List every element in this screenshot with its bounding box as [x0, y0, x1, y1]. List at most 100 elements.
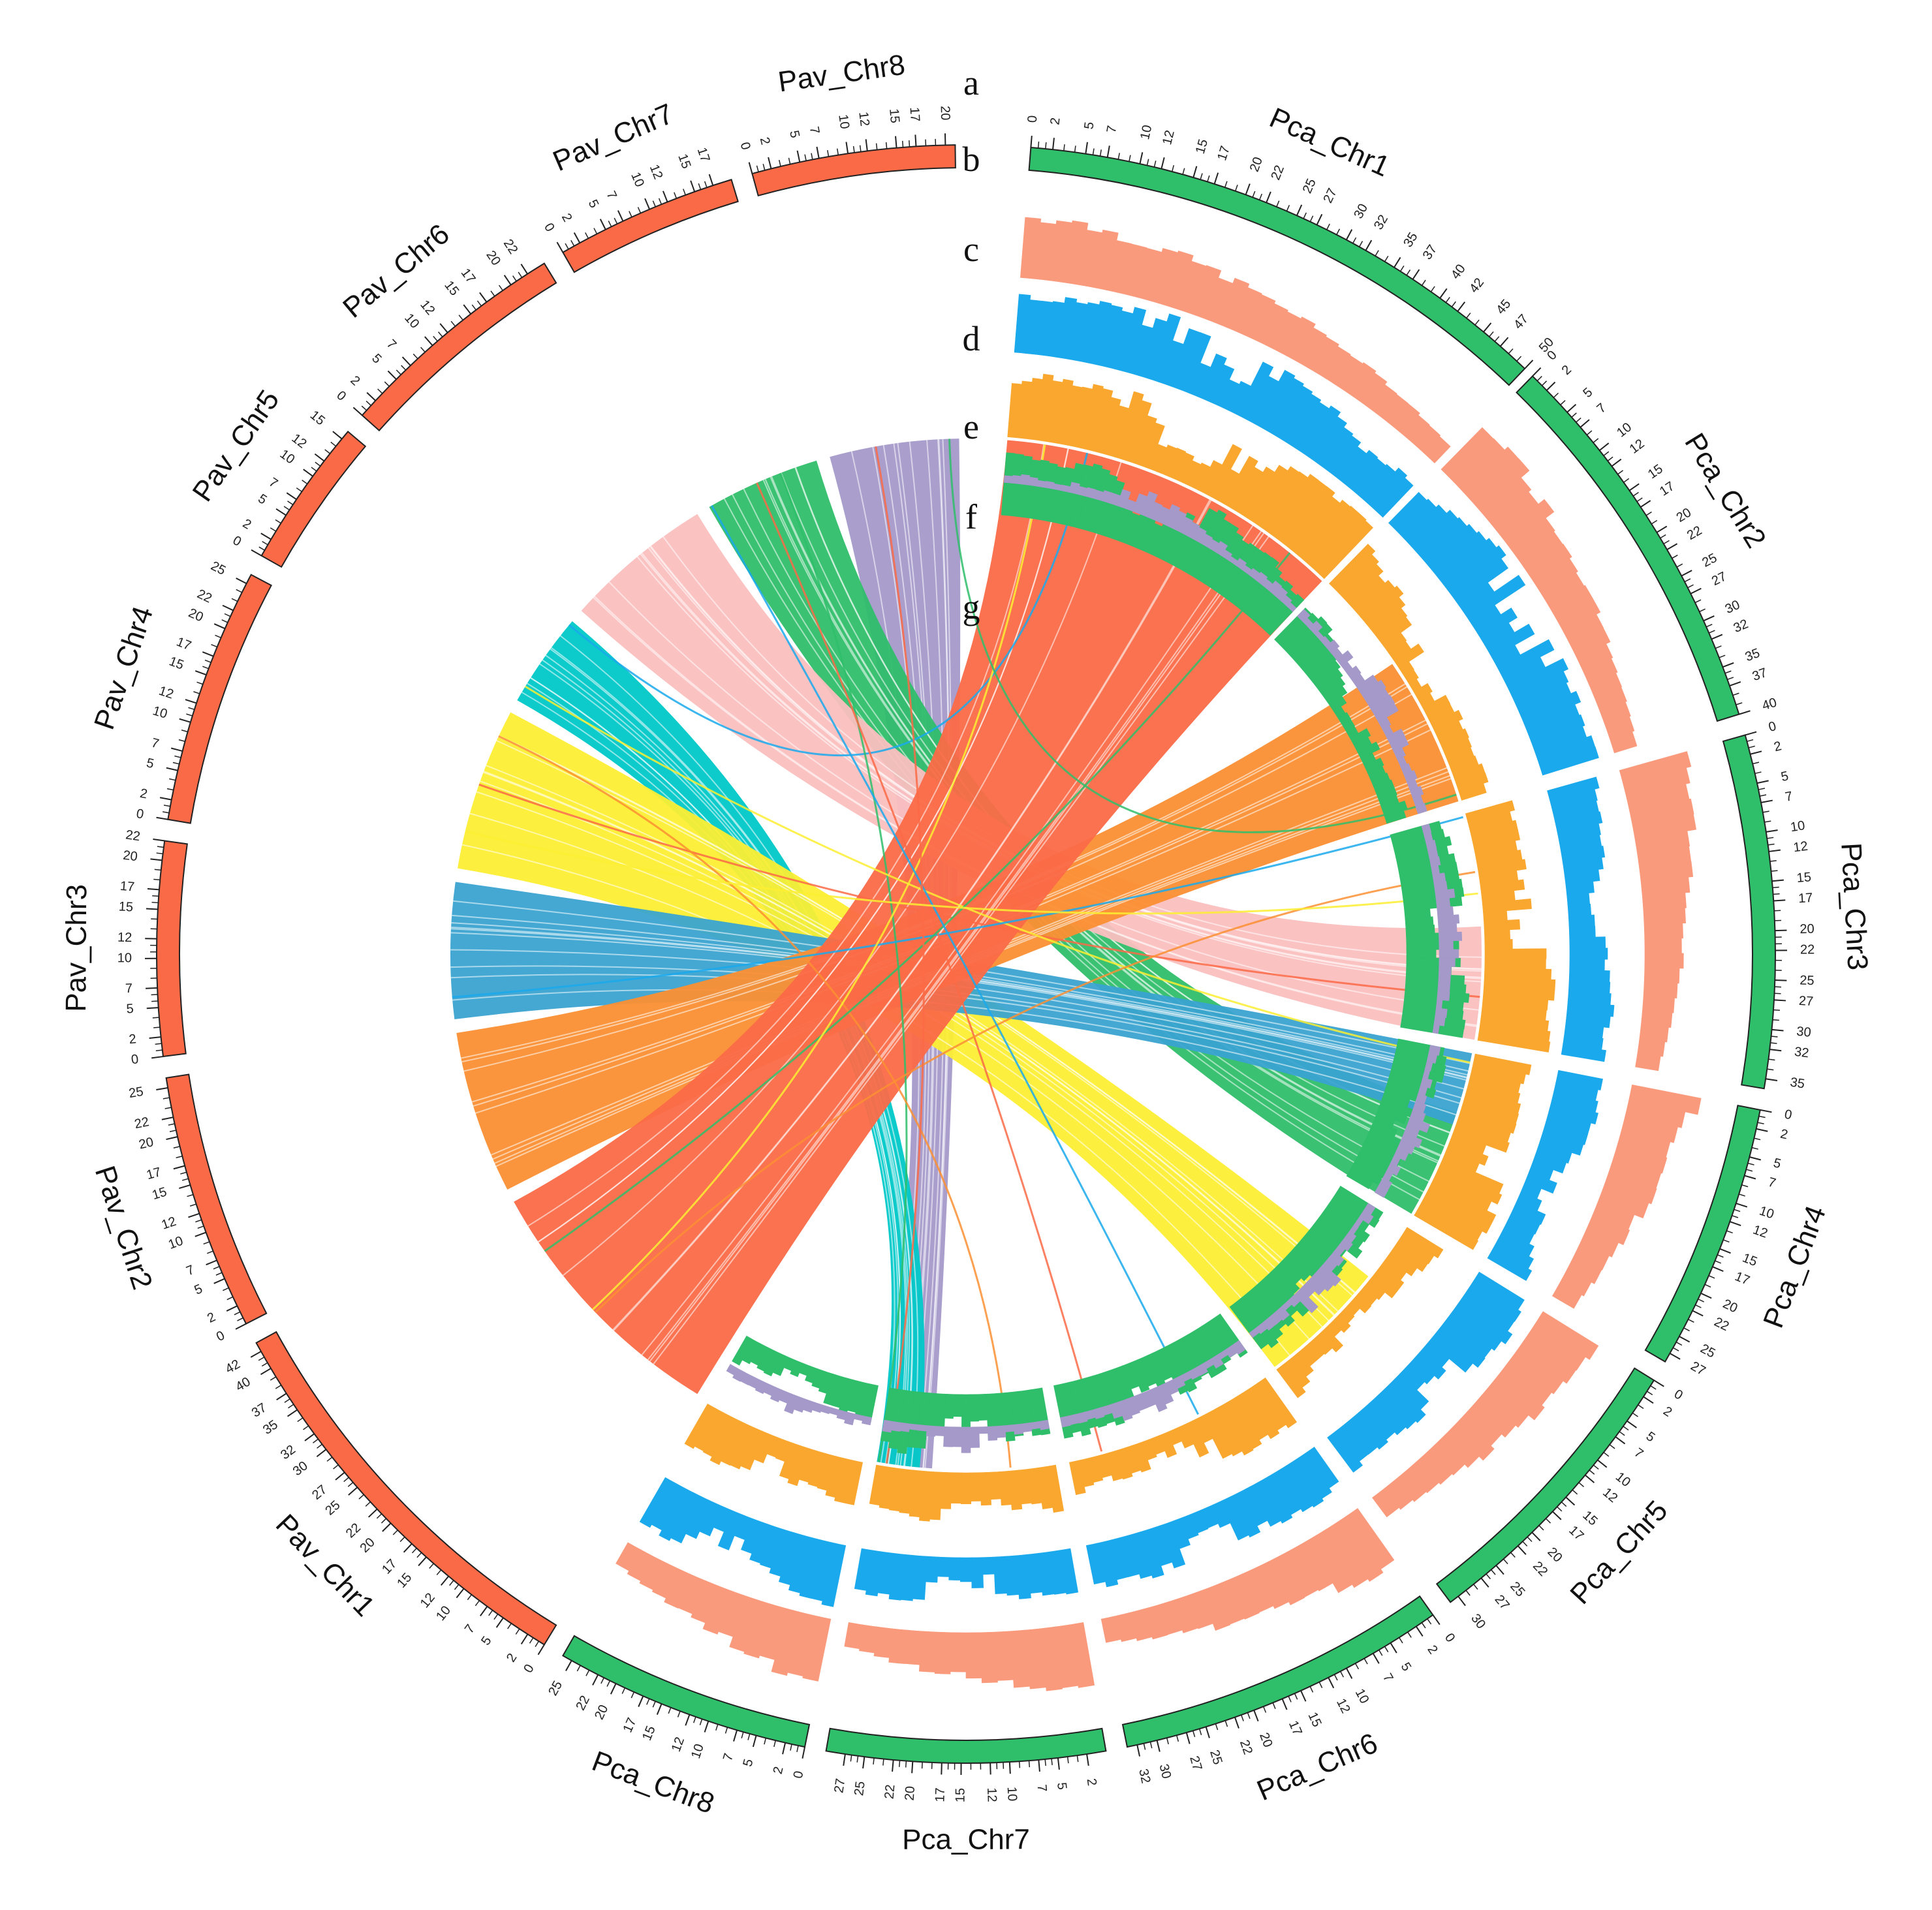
minor-tick-mark	[1732, 1216, 1737, 1218]
track-b-bar	[919, 1631, 937, 1672]
tick-mark	[1704, 616, 1714, 621]
tick-label: 40	[233, 1374, 253, 1394]
tick-mark	[846, 142, 848, 153]
tick-label: 2	[1773, 739, 1783, 754]
chromosome-label-pca_chr4: Pca_Chr4	[1757, 1201, 1832, 1332]
tick-label: 10	[166, 1234, 185, 1252]
tick-mark	[1670, 1353, 1680, 1359]
tick-label: 5	[126, 1002, 134, 1017]
minor-tick-mark	[1475, 320, 1479, 325]
minor-tick-mark	[1118, 153, 1119, 159]
track-d-bar	[1485, 959, 1546, 969]
track-b-bar	[1644, 923, 1683, 939]
minor-tick-mark	[1542, 381, 1546, 386]
minor-tick-mark	[1771, 870, 1777, 871]
tick-mark	[288, 1409, 298, 1416]
minor-tick-mark	[741, 1732, 743, 1738]
minor-tick-mark	[1725, 671, 1731, 673]
track-c-bar	[1569, 926, 1595, 938]
minor-tick-mark	[216, 1272, 222, 1275]
track-f-bar	[882, 1420, 893, 1432]
tick-mark	[1566, 1497, 1574, 1505]
tick-mark	[1654, 1380, 1664, 1386]
minor-tick-mark	[1286, 205, 1289, 211]
track-f-bar	[1438, 983, 1450, 992]
tick-mark	[1766, 1079, 1777, 1081]
tick-mark	[1730, 1222, 1741, 1225]
minor-tick-mark	[173, 762, 179, 763]
minor-tick-mark	[1593, 1465, 1598, 1469]
tick-label: 0	[1442, 1631, 1457, 1645]
track-f-bar	[900, 1423, 910, 1432]
minor-tick-mark	[1734, 1209, 1740, 1211]
minor-tick-mark	[1624, 478, 1629, 482]
minor-tick-mark	[170, 1130, 176, 1132]
minor-tick-mark	[1767, 837, 1773, 838]
tick-mark	[480, 292, 487, 302]
track-f-bar	[1436, 1000, 1442, 1009]
tick-label: 15	[1580, 1508, 1600, 1528]
tick-mark	[160, 797, 172, 799]
minor-tick-mark	[315, 462, 320, 466]
tick-label: 0	[135, 807, 145, 822]
minor-tick-mark	[285, 1399, 290, 1402]
minor-tick-mark	[1647, 1391, 1652, 1394]
minor-tick-mark	[837, 149, 839, 155]
chromosome-label-pav_chr1: Pav_Chr1	[270, 1508, 381, 1622]
track-d-bar	[941, 1472, 952, 1509]
minor-tick-mark	[155, 1043, 162, 1044]
minor-tick-mark	[472, 305, 476, 310]
ideogram-pav_chr7	[563, 179, 738, 272]
tick-mark	[146, 908, 158, 909]
track-f-bar	[1439, 958, 1456, 966]
tick-label: 42	[223, 1357, 243, 1377]
minor-tick-mark	[1736, 703, 1743, 705]
tick-mark	[1627, 1421, 1637, 1428]
track-b-bar	[1645, 938, 1682, 953]
track-f-bar	[1031, 1421, 1040, 1429]
minor-tick-mark	[163, 812, 169, 813]
tick-mark	[440, 324, 448, 333]
tick-label: 5	[1780, 769, 1790, 784]
minor-tick-mark	[1638, 1405, 1644, 1409]
tick-label: 7	[1104, 125, 1120, 134]
tick-label: 30	[1796, 1024, 1811, 1040]
tick-mark	[1751, 751, 1762, 754]
tick-mark	[202, 652, 213, 656]
track-c-bar	[937, 1557, 949, 1577]
minor-tick-mark	[698, 183, 700, 189]
tick-mark	[251, 1351, 261, 1357]
tick-mark	[206, 1260, 217, 1265]
minor-tick-mark	[1353, 238, 1356, 243]
tick-label: 2	[205, 1310, 218, 1326]
tick-mark	[663, 191, 668, 202]
minor-tick-mark	[304, 1426, 309, 1430]
tick-label: 22	[573, 1693, 593, 1713]
tick-label: 12	[1792, 839, 1809, 855]
track-f-bar	[1439, 923, 1457, 933]
tick-mark	[456, 1588, 463, 1597]
track-f-bar	[1014, 1424, 1023, 1434]
minor-tick-mark	[1733, 693, 1739, 695]
tick-label: 30	[1723, 598, 1742, 617]
tick-mark	[188, 1214, 199, 1218]
track-b-bar	[1636, 1053, 1661, 1071]
tick-label: 32	[278, 1442, 298, 1462]
minor-tick-mark	[169, 779, 176, 780]
tick-mark	[691, 181, 694, 192]
tick-mark	[304, 469, 313, 476]
tick-label: 5	[1398, 1660, 1414, 1674]
tick-label: 20	[358, 1535, 378, 1556]
tick-label: 20	[186, 606, 205, 624]
minor-tick-mark	[1385, 256, 1388, 262]
tick-mark	[236, 1324, 246, 1329]
tick-label: 32	[1794, 1045, 1810, 1060]
minor-tick-mark	[1749, 746, 1755, 748]
tick-label: 25	[1207, 1748, 1225, 1766]
minor-tick-mark	[1637, 498, 1642, 502]
minor-tick-mark	[694, 1717, 696, 1723]
track-c-bar	[1567, 893, 1590, 906]
tick-mark	[1328, 1678, 1333, 1688]
tick-mark	[1629, 484, 1639, 490]
